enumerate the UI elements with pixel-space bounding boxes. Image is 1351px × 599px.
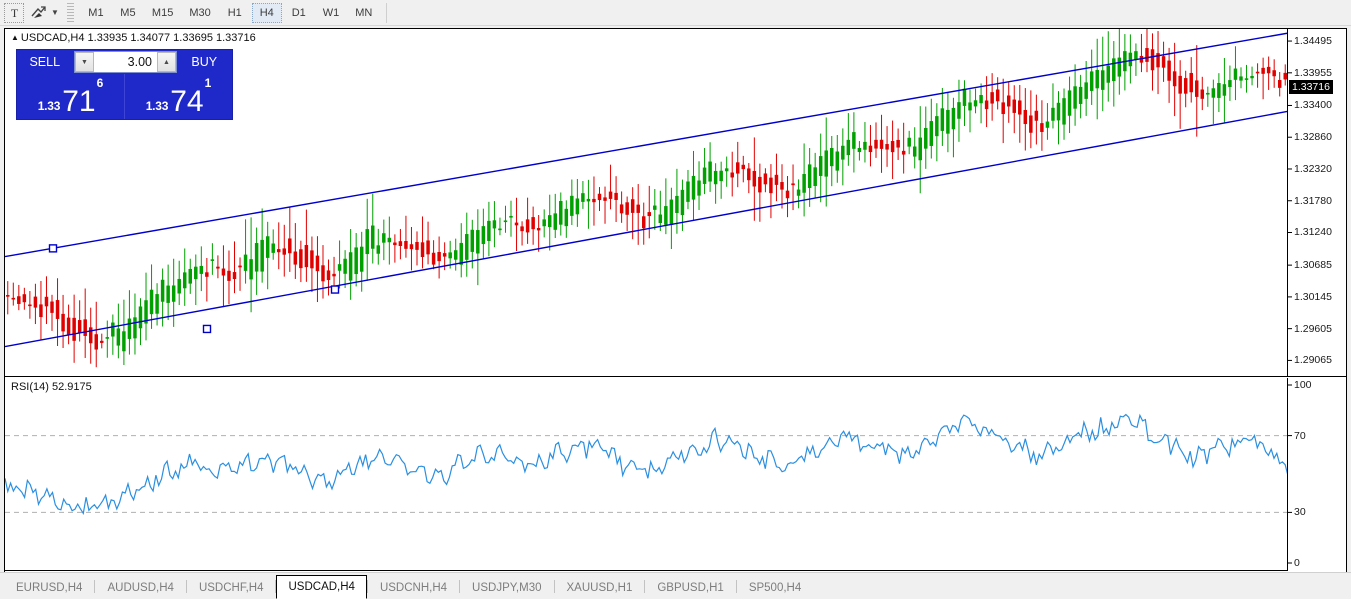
rsi-tick-label: 70 (1294, 429, 1306, 442)
symbol-ohlc-header: ▲ USDCAD,H4 1.33935 1.34077 1.33695 1.337… (11, 32, 256, 44)
timeframe-m1[interactable]: M1 (88, 6, 104, 19)
price-tick-label: 1.33955 (1294, 66, 1332, 79)
collapse-arrow-icon[interactable]: ▲ (11, 33, 19, 42)
price-tick-label: 1.34495 (1294, 35, 1332, 48)
candlestick-chart (5, 29, 1288, 368)
trade-panel-quotes: 1.33 71 6 1.33 74 1 (17, 74, 232, 119)
rsi-tick-label: 100 (1294, 379, 1312, 391)
price-tick-label: 1.32860 (1294, 131, 1332, 144)
current-price-label: 1.33716 (1289, 79, 1333, 94)
price-tick-label: 1.31780 (1294, 194, 1332, 207)
timeframe-h4[interactable]: H4 (251, 2, 282, 23)
sell-button[interactable]: SELL (29, 55, 61, 69)
rsi-chart (5, 413, 1288, 516)
price-tick-label: 1.30685 (1294, 259, 1332, 272)
rsi-scale-ticks (1288, 384, 1292, 564)
rsi-label: RSI(14) 52.9175 (11, 381, 92, 393)
price-scale-ticks (1288, 40, 1292, 361)
main-toolbar: T ▼ M1 M5 M15 M30 H1 H4 D1 W1 MN (0, 0, 1351, 26)
sell-price-fraction: 6 (96, 76, 104, 90)
price-tick-label: 1.32320 (1294, 162, 1332, 175)
volume-input[interactable]: 3.00 (94, 52, 157, 72)
timeframe-buttons: M1 M5 M15 M30 H1 H4 D1 W1 MN (80, 2, 380, 24)
rsi-pane[interactable]: RSI(14) 52.9175 100 70 30 0 (5, 378, 1346, 571)
buy-price-prefix: 1.33 (145, 99, 169, 113)
tab-divider (275, 579, 277, 593)
toolbar-separator (386, 2, 388, 23)
timeframe-d1[interactable]: D1 (291, 6, 306, 19)
rsi-tick-label: 30 (1294, 506, 1306, 519)
price-scale[interactable]: 1.34495 1.33955 1.33400 1.32860 1.32320 1.317… (1287, 29, 1346, 376)
buy-price-fraction: 1 (204, 76, 212, 90)
symbol-tab-audusd-h4[interactable]: AUDUSD,H4 (107, 582, 174, 594)
tab-divider (735, 579, 737, 593)
price-tick-label: 1.33400 (1294, 99, 1332, 112)
timeframe-mn[interactable]: MN (355, 6, 373, 19)
sell-price-prefix: 1.33 (37, 99, 61, 113)
price-tick-label: 1.30145 (1294, 290, 1332, 303)
chart-frame: ▲ USDCAD,H4 1.33935 1.34077 1.33695 1.337… (4, 28, 1347, 571)
volume-stepper[interactable]: ▼ 3.00 ▲ (74, 51, 177, 73)
timeframe-m30[interactable]: M30 (189, 6, 211, 19)
symbol-tab-usdcnh-h4[interactable]: USDCNH,H4 (379, 582, 448, 594)
trade-panel-top-row: SELL ▼ 3.00 ▲ BUY (17, 50, 232, 74)
buy-button[interactable]: BUY (191, 55, 218, 69)
symbol-tab-bar: EURUSD,H4 AUDUSD,H4 USDCHF,H4 USDCAD,H4 USDC… (0, 572, 1351, 599)
spinner-down-icon[interactable]: ▼ (75, 52, 94, 72)
symbol-tab-usdchf-h4[interactable]: USDCHF,H4 (198, 582, 264, 594)
symbol-tab-usdcad-h4[interactable]: USDCAD,H4 (276, 575, 367, 599)
one-click-trading-panel[interactable]: SELL ▼ 3.00 ▲ BUY 1.33 71 6 1.33 74 1 (16, 49, 233, 120)
tab-divider (94, 579, 96, 593)
symbol-tab-sp500-h4[interactable]: SP500,H4 (748, 582, 802, 594)
tab-divider (366, 579, 368, 593)
timeframe-m5[interactable]: M5 (120, 6, 136, 19)
price-plot-area[interactable] (5, 29, 1288, 376)
tab-divider (185, 579, 187, 593)
symbol-ohlc-text: USDCAD,H4 1.33935 1.34077 1.33695 1.3371… (20, 32, 256, 44)
crosshair-cursor-icon[interactable] (26, 2, 50, 24)
chevron-down-icon[interactable]: ▼ (51, 8, 59, 17)
sell-price-big: 71 (62, 85, 96, 118)
symbol-tab-gbpusd-h1[interactable]: GBPUSD,H1 (657, 582, 724, 594)
price-tick-label: 1.29065 (1294, 354, 1332, 367)
svg-text:T: T (10, 6, 18, 19)
symbol-tab-xauusd-h1[interactable]: XAUUSD,H1 (566, 582, 633, 594)
text-tool-icon[interactable]: T (4, 2, 24, 23)
toolbar-grip[interactable] (66, 2, 74, 23)
symbol-tab-usdjpy-m30[interactable]: USDJPY,M30 (472, 582, 542, 594)
buy-price[interactable]: 1.33 74 1 (125, 74, 232, 119)
tab-divider (459, 579, 461, 593)
tab-divider (553, 579, 555, 593)
tab-divider (644, 579, 646, 593)
timeframe-h1[interactable]: H1 (227, 6, 242, 19)
price-tick-label: 1.29605 (1294, 322, 1332, 335)
timeframe-w1[interactable]: W1 (322, 6, 340, 19)
symbol-tab-eurusd-h4[interactable]: EURUSD,H4 (16, 582, 83, 594)
spinner-up-icon[interactable]: ▲ (157, 52, 176, 72)
buy-price-big: 74 (170, 85, 204, 118)
rsi-scale[interactable]: 100 70 30 0 (1287, 378, 1346, 571)
rsi-plot-area[interactable] (5, 378, 1288, 571)
rsi-tick-label: 0 (1294, 557, 1300, 569)
price-tick-label: 1.31240 (1294, 226, 1332, 239)
price-pane[interactable]: ▲ USDCAD,H4 1.33935 1.34077 1.33695 1.337… (5, 29, 1346, 377)
timeframe-m15[interactable]: M15 (151, 6, 174, 19)
sell-price[interactable]: 1.33 71 6 (17, 74, 125, 119)
